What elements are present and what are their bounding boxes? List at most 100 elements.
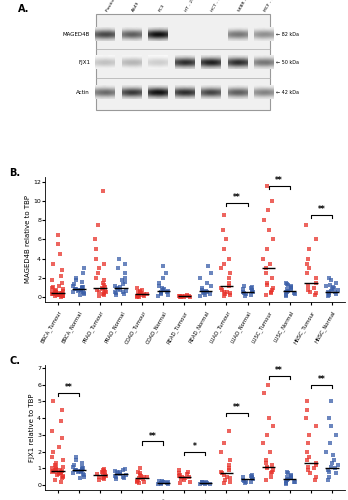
Point [284,474,290,482]
Point [142,478,147,486]
Point [176,472,182,480]
Point [116,284,121,292]
Point [54,466,59,474]
Point [56,470,62,478]
Point [270,236,275,244]
Point [53,468,58,475]
Point [80,283,86,291]
Point [100,474,105,482]
Point [158,480,164,488]
Point [73,285,78,293]
Point [139,286,145,294]
Point [292,290,297,298]
Point [335,286,340,294]
Point [227,292,233,300]
Point [264,281,270,289]
Point [304,269,310,277]
Point [55,240,61,248]
Point [113,290,119,298]
Text: PC3: PC3 [158,4,166,13]
Point [52,461,57,469]
Text: **: ** [275,176,283,186]
Point [283,480,288,488]
Point [333,470,338,478]
Point [57,250,63,258]
Point [92,236,98,244]
Point [117,468,123,475]
Point [306,245,312,253]
Point [50,468,55,475]
Text: ← 82 kDa: ← 82 kDa [276,32,299,37]
Point [165,480,171,488]
Point [177,292,182,300]
Point [101,187,106,195]
Point [219,264,224,272]
Point [163,269,169,277]
Point [264,182,270,190]
Point [113,472,118,480]
Point [226,464,232,472]
Point [332,464,338,472]
Point [141,292,146,300]
Point [80,288,86,296]
Text: **: ** [233,193,241,202]
Point [103,472,109,480]
Point [50,290,55,298]
Text: AS49: AS49 [132,1,141,12]
Point [312,292,318,300]
Point [288,474,294,482]
Point [101,260,106,268]
Point [311,284,317,292]
Point [134,284,140,292]
Point [284,468,290,475]
Point [264,464,270,472]
Point [283,288,289,296]
Point [268,472,274,480]
Point [102,465,107,473]
Point [314,461,319,469]
Point [101,292,106,300]
Point [285,286,291,294]
Point [53,290,58,298]
Point [283,292,288,300]
Point [261,439,266,447]
Point [113,467,118,475]
Point [199,286,205,294]
Point [329,276,334,284]
Point [115,468,120,476]
Point [60,434,65,442]
Point [81,290,86,298]
Point [264,462,270,470]
Point [285,470,291,478]
Point [165,286,171,294]
Point [57,290,62,298]
Point [221,292,227,300]
Point [329,459,334,467]
Point [221,480,227,488]
Point [304,456,310,464]
Point [137,470,142,478]
Point [207,480,212,488]
Point [327,468,332,475]
Point [177,471,182,479]
Point [61,472,66,480]
Point [292,478,297,486]
Point [50,398,56,406]
Point [248,472,253,480]
Point [331,284,337,292]
Point [197,480,203,488]
Point [136,288,141,296]
Point [165,292,171,300]
Point [144,472,150,480]
Point [61,472,66,480]
Point [306,452,312,460]
Point [141,290,147,298]
Point [186,472,191,480]
Point [306,462,311,470]
Point [326,472,331,480]
Point [186,292,191,300]
Point [49,288,55,296]
Point [58,418,64,426]
Point [306,264,312,272]
Point [73,466,78,474]
